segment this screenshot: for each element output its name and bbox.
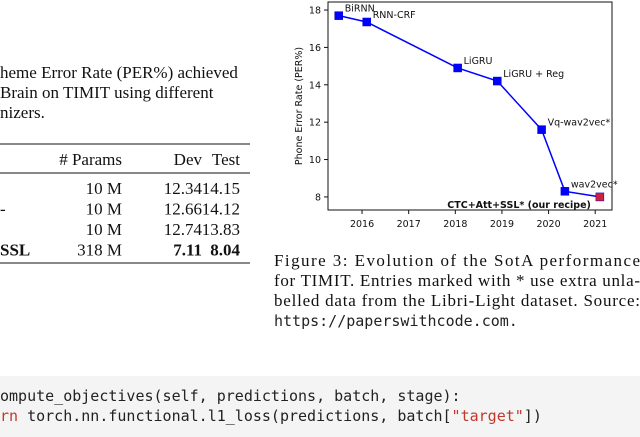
x-tick-label: 2016 bbox=[350, 219, 374, 230]
table-cell: 8.04 bbox=[210, 241, 240, 260]
code-token: rn bbox=[0, 407, 18, 425]
table-header: Test bbox=[212, 150, 240, 169]
point-label: LiGRU + Reg bbox=[503, 69, 564, 80]
y-axis-label: Phone Error Rate (PER%) bbox=[294, 47, 305, 165]
row-label: - bbox=[0, 200, 6, 219]
code-block bbox=[0, 376, 640, 437]
x-tick-label: 2018 bbox=[443, 219, 467, 230]
row-label: SSL bbox=[0, 241, 30, 260]
table-header: Dev bbox=[174, 150, 203, 169]
point-label: BiRNN bbox=[345, 4, 375, 15]
body-text: Brain on TIMIT using different bbox=[0, 83, 214, 102]
table-cell: 14.12 bbox=[202, 200, 240, 219]
y-tick-label: 10 bbox=[309, 155, 321, 166]
body-text: heme Error Rate (PER%) achieved bbox=[0, 63, 238, 82]
x-tick-label: 2021 bbox=[583, 219, 607, 230]
chart-frame bbox=[327, 1, 613, 211]
series-line bbox=[338, 14, 600, 198]
data-point bbox=[453, 63, 462, 73]
code-token: ompute_objectives(self, predictions, bat… bbox=[0, 387, 461, 405]
table-cell: 13.83 bbox=[202, 220, 240, 239]
y-tick-label: 16 bbox=[309, 43, 321, 54]
data-point bbox=[334, 11, 343, 20]
code-token: "target" bbox=[452, 407, 524, 425]
table-cell: 318 M bbox=[77, 241, 122, 260]
data-point bbox=[537, 125, 546, 134]
table-cell: 10 M bbox=[86, 200, 122, 219]
point-label: wav2vec* bbox=[571, 179, 618, 190]
code-token: ]) bbox=[524, 407, 542, 425]
code-line: rn torch.nn.functional.l1_loss(predictio… bbox=[0, 407, 542, 425]
code-token: torch.nn.functional.l1_loss(predictions,… bbox=[18, 407, 451, 425]
table-cell: 12.74 bbox=[164, 220, 203, 239]
table-cell: 14.15 bbox=[202, 179, 240, 198]
caption-line: belled data from the Libri-Light dataset… bbox=[274, 291, 640, 310]
point-label: Vq-wav2vec* bbox=[548, 118, 611, 129]
body-text: nizers. bbox=[0, 103, 45, 122]
data-point bbox=[595, 192, 605, 202]
table-header: # Params bbox=[59, 150, 122, 169]
point-label: RNN-CRF bbox=[373, 10, 416, 21]
code-line: ompute_objectives(self, predictions, bat… bbox=[0, 387, 461, 405]
y-tick-label: 12 bbox=[309, 118, 321, 129]
table-cell: 12.66 bbox=[164, 200, 202, 219]
table-cell: 12.34 bbox=[164, 179, 203, 198]
caption-line: Figure 3: Evolution of the SotA performa… bbox=[274, 251, 640, 270]
y-tick-label: 18 bbox=[309, 6, 321, 17]
point-label: LiGRU bbox=[464, 56, 493, 67]
point-label: CTC+Att+SSL* (our recipe) bbox=[447, 200, 591, 211]
table-cell: 10 M bbox=[86, 179, 122, 198]
x-tick-label: 2020 bbox=[536, 219, 560, 230]
y-tick-label: 14 bbox=[309, 80, 321, 91]
table-cell: 7.11 bbox=[173, 241, 202, 260]
data-point bbox=[560, 187, 570, 196]
x-tick-label: 2019 bbox=[490, 219, 514, 230]
x-tick-label: 2017 bbox=[397, 219, 421, 230]
data-point bbox=[493, 76, 502, 86]
caption-url: https://paperswithcode.com. bbox=[274, 312, 518, 330]
table-cell: 10 M bbox=[86, 220, 122, 239]
data-point bbox=[362, 17, 371, 27]
y-tick-label: 8 bbox=[315, 192, 321, 203]
caption-line: for TIMIT. Entries marked with * use ext… bbox=[274, 271, 640, 290]
